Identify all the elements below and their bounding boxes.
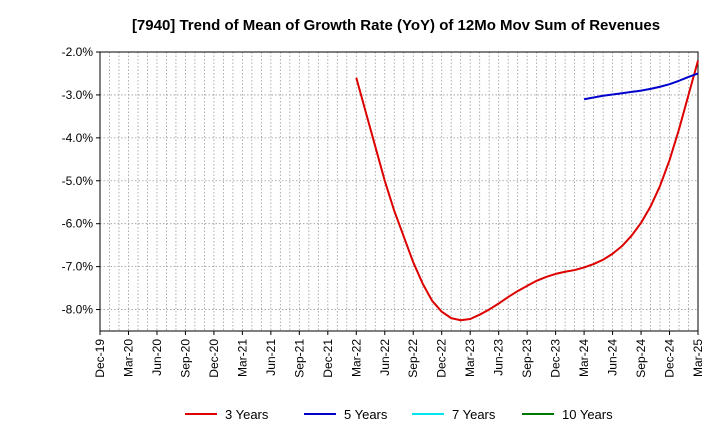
legend-label: 3 Years: [225, 407, 269, 422]
x-tick-label: Mar-20: [121, 339, 135, 377]
legend-label: 10 Years: [562, 407, 613, 422]
legend: 3 Years 5 Years 7 Years 10 Years: [185, 407, 613, 422]
y-tick-label: -3.0%: [62, 88, 94, 102]
x-tick-label: Mar-21: [235, 339, 249, 377]
x-tick-label: Jun-24: [606, 339, 620, 376]
x-tick-label: Jun-23: [492, 339, 506, 376]
y-tick-label: -6.0%: [62, 217, 94, 231]
x-tick-label: Mar-22: [349, 339, 363, 377]
x-tick-label: Sep-24: [634, 339, 648, 378]
series-layer: [355, 60, 699, 322]
x-tick-label: Sep-23: [520, 339, 534, 378]
chart-title: [7940] Trend of Mean of Growth Rate (YoY…: [132, 17, 660, 34]
y-axis: -8.0% -7.0% -6.0% -5.0% -4.0% -3.0% -2.0%: [62, 45, 100, 317]
plot-area: [100, 52, 698, 331]
x-tick-label: Mar-25: [691, 339, 705, 377]
y-tick-label: -7.0%: [62, 260, 94, 274]
series-line-3-years: [355, 60, 699, 322]
x-tick-label: Sep-21: [292, 339, 306, 378]
x-tick-label: Dec-23: [549, 339, 563, 378]
y-tick-label: -5.0%: [62, 174, 94, 188]
x-tick-label: Dec-22: [435, 339, 449, 378]
y-tick-label: -8.0%: [62, 303, 94, 317]
x-tick-label: Jun-21: [264, 339, 278, 376]
y-tick-label: -2.0%: [62, 45, 94, 59]
x-axis: Dec-19 Mar-20 Jun-20 Sep-20 Dec-20 Mar-21 Jun-…: [93, 331, 705, 378]
x-tick-label: Dec-21: [321, 339, 335, 378]
y-tick-label: -4.0%: [62, 131, 94, 145]
x-tick-label: Jun-20: [150, 339, 164, 376]
x-tick-label: Sep-20: [178, 339, 192, 378]
grid: [100, 51, 698, 331]
x-tick-label: Sep-22: [406, 339, 420, 378]
series-line-5-years: [583, 72, 699, 101]
x-tick-label: Jun-22: [378, 339, 392, 376]
x-tick-label: Dec-20: [207, 339, 221, 378]
plot-frame: [99, 51, 699, 332]
legend-label: 7 Years: [452, 407, 496, 422]
x-tick-label: Mar-24: [577, 339, 591, 377]
x-tick-label: Dec-19: [93, 339, 107, 378]
legend-label: 5 Years: [344, 407, 388, 422]
x-tick-label: Dec-24: [663, 339, 677, 378]
x-tick-label: Mar-23: [463, 339, 477, 377]
